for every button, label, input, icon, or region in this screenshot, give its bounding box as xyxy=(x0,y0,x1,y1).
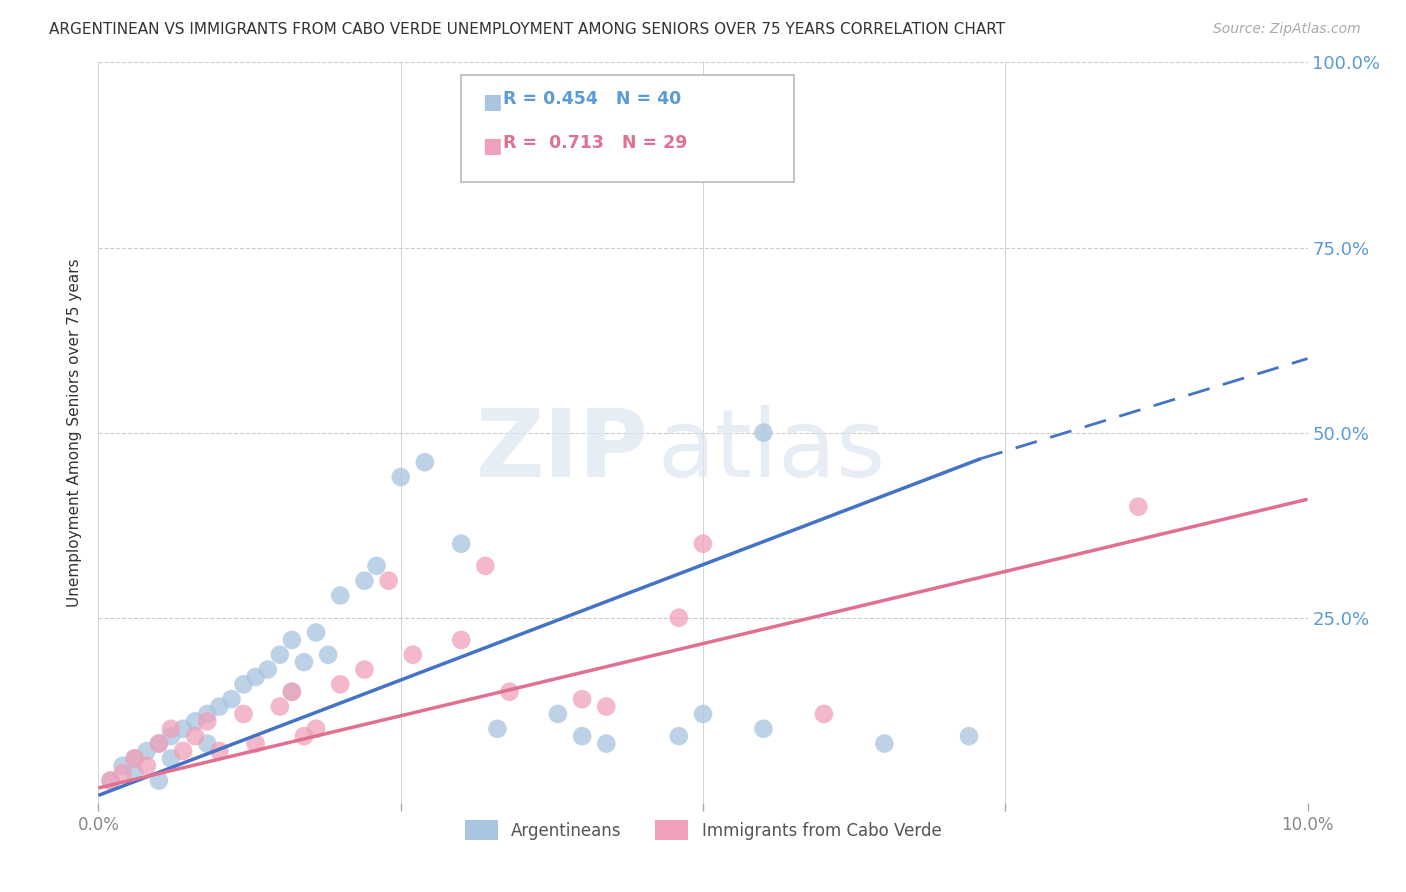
Point xyxy=(232,677,254,691)
Point xyxy=(450,536,472,550)
Point xyxy=(498,685,520,699)
Point xyxy=(595,699,617,714)
Point xyxy=(813,706,835,721)
Point xyxy=(668,729,690,743)
Point xyxy=(160,729,183,743)
Point xyxy=(195,737,218,751)
Text: ■: ■ xyxy=(482,136,502,156)
Point xyxy=(547,706,569,721)
Point xyxy=(329,677,352,691)
Point xyxy=(292,729,315,743)
Point xyxy=(160,722,183,736)
Point xyxy=(208,744,231,758)
Point xyxy=(281,632,304,647)
Point xyxy=(413,455,436,469)
Point xyxy=(124,751,146,765)
Point xyxy=(377,574,399,588)
Text: ZIP: ZIP xyxy=(475,405,648,497)
Point xyxy=(256,663,278,677)
Point xyxy=(124,766,146,780)
Point xyxy=(486,722,509,736)
Point xyxy=(692,536,714,550)
Point xyxy=(148,737,170,751)
Point xyxy=(245,670,267,684)
Point xyxy=(100,773,122,788)
Point xyxy=(353,574,375,588)
Point xyxy=(100,773,122,788)
Text: R =  0.713   N = 29: R = 0.713 N = 29 xyxy=(503,135,688,153)
Point xyxy=(195,706,218,721)
Point xyxy=(305,722,328,736)
Point xyxy=(389,470,412,484)
Point xyxy=(232,706,254,721)
Point xyxy=(366,558,388,573)
Point xyxy=(873,737,896,751)
Point xyxy=(111,766,134,780)
Point xyxy=(172,722,194,736)
Point xyxy=(752,425,775,440)
Point xyxy=(474,558,496,573)
Point xyxy=(450,632,472,647)
Text: Source: ZipAtlas.com: Source: ZipAtlas.com xyxy=(1213,22,1361,37)
Point xyxy=(245,737,267,751)
FancyBboxPatch shape xyxy=(461,75,793,182)
Point xyxy=(281,685,304,699)
Point xyxy=(281,685,304,699)
Legend: Argentineans, Immigrants from Cabo Verde: Argentineans, Immigrants from Cabo Verde xyxy=(458,814,948,847)
Point xyxy=(148,773,170,788)
Point xyxy=(135,758,157,772)
Point xyxy=(1128,500,1150,514)
Point xyxy=(957,729,980,743)
Text: R = 0.454   N = 40: R = 0.454 N = 40 xyxy=(503,90,682,108)
Point xyxy=(208,699,231,714)
Point xyxy=(692,706,714,721)
Text: ■: ■ xyxy=(482,92,502,112)
Point xyxy=(160,751,183,765)
Point xyxy=(752,722,775,736)
Point xyxy=(402,648,425,662)
Point xyxy=(221,692,243,706)
Point xyxy=(135,744,157,758)
Point xyxy=(269,699,291,714)
Point xyxy=(172,744,194,758)
Point xyxy=(668,610,690,624)
Point xyxy=(305,625,328,640)
Point xyxy=(111,758,134,772)
Text: ARGENTINEAN VS IMMIGRANTS FROM CABO VERDE UNEMPLOYMENT AMONG SENIORS OVER 75 YEA: ARGENTINEAN VS IMMIGRANTS FROM CABO VERD… xyxy=(49,22,1005,37)
Point xyxy=(353,663,375,677)
Point xyxy=(195,714,218,729)
Y-axis label: Unemployment Among Seniors over 75 years: Unemployment Among Seniors over 75 years xyxy=(67,259,83,607)
Point xyxy=(316,648,339,662)
Point xyxy=(269,648,291,662)
Point xyxy=(571,729,593,743)
Point xyxy=(571,692,593,706)
Point xyxy=(292,655,315,669)
Point xyxy=(184,729,207,743)
Point xyxy=(329,589,352,603)
Point xyxy=(148,737,170,751)
Point xyxy=(595,737,617,751)
Point xyxy=(124,751,146,765)
Point xyxy=(184,714,207,729)
Text: atlas: atlas xyxy=(657,405,886,497)
